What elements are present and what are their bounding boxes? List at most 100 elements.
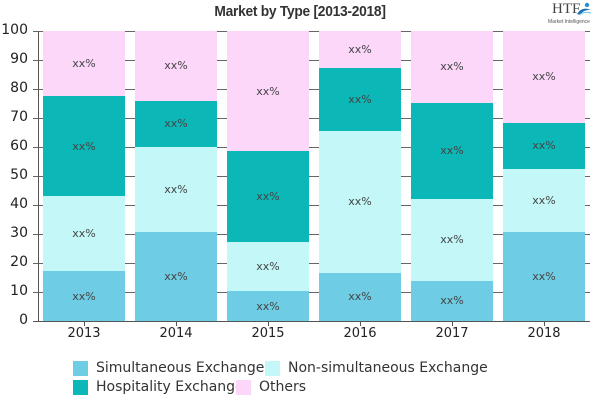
gridline xyxy=(33,234,590,235)
bar-segment-others[interactable]: xx% xyxy=(411,31,493,103)
gridline xyxy=(33,118,590,119)
bar-segment-non-simultaneous-exchange[interactable]: xx% xyxy=(319,131,401,273)
x-tick-label: 2013 xyxy=(67,326,101,341)
bar-segment-simultaneous-exchange[interactable]: xx% xyxy=(503,231,585,321)
data-label: xx% xyxy=(440,294,464,308)
data-label: xx% xyxy=(440,233,464,247)
data-label: xx% xyxy=(256,299,280,313)
bar-segment-hospitality-exchange[interactable]: xx% xyxy=(43,95,125,197)
legend-item-simultaneous[interactable]: Simultaneous Exchange xyxy=(73,360,264,376)
x-tick xyxy=(360,321,361,326)
y-tick-label: 50 xyxy=(10,167,28,183)
gridline xyxy=(33,31,590,32)
logo-subtitle: Market Intelligence xyxy=(548,19,590,25)
gridline xyxy=(33,292,590,293)
bar-2014[interactable]: xx% xx% xx% xx% xyxy=(135,31,217,321)
chart-title: Market by Type [2013-2018] xyxy=(214,3,386,20)
bar-segment-others[interactable]: xx% xyxy=(503,31,585,123)
data-label: xx% xyxy=(164,59,188,73)
data-label: xx% xyxy=(440,60,464,74)
bar-segment-non-simultaneous-exchange[interactable]: xx% xyxy=(135,147,217,232)
bar-segment-non-simultaneous-exchange[interactable]: xx% xyxy=(411,198,493,281)
bar-segment-simultaneous-exchange[interactable]: xx% xyxy=(411,280,493,321)
y-tick-label: 90 xyxy=(10,51,28,67)
bar-segment-hospitality-exchange[interactable]: xx% xyxy=(135,100,217,147)
x-tick xyxy=(452,321,453,326)
data-label: xx% xyxy=(348,195,372,209)
y-tick-label: 10 xyxy=(10,283,28,299)
legend-item-hospitality[interactable]: Hospitality Exchange xyxy=(73,379,244,395)
x-tick xyxy=(176,321,177,326)
data-label: xx% xyxy=(164,182,188,196)
x-tick-label: 2014 xyxy=(159,326,193,341)
gridline xyxy=(33,205,590,206)
data-label: xx% xyxy=(532,269,556,283)
legend-label: Others xyxy=(259,379,307,395)
bar-segment-non-simultaneous-exchange[interactable]: xx% xyxy=(503,169,585,232)
legend-swatch xyxy=(236,379,251,395)
y-tick-label: 70 xyxy=(10,109,28,125)
x-tick-label: 2018 xyxy=(527,326,561,341)
x-tick xyxy=(84,321,85,326)
bar-2018[interactable]: xx% xx% xx% xx% xyxy=(503,31,585,321)
bar-segment-hospitality-exchange[interactable]: xx% xyxy=(411,102,493,199)
data-label: xx% xyxy=(532,193,556,207)
bar-segment-simultaneous-exchange[interactable]: xx% xyxy=(227,291,309,321)
logo-text: HTF xyxy=(552,1,581,17)
data-label: xx% xyxy=(532,70,556,84)
bar-2013[interactable]: xx% xx% xx% xx% xyxy=(43,31,125,321)
bar-segment-hospitality-exchange[interactable]: xx% xyxy=(503,122,585,170)
bar-segment-others[interactable]: xx% xyxy=(319,31,401,69)
bar-segment-others[interactable]: xx% xyxy=(43,31,125,96)
data-label: xx% xyxy=(440,144,464,158)
gridline xyxy=(33,263,590,264)
data-label: xx% xyxy=(256,260,280,274)
legend-item-non-simultaneous[interactable]: Non-simultaneous Exchange xyxy=(265,360,488,376)
legend-label: Simultaneous Exchange xyxy=(96,360,265,376)
x-axis-line xyxy=(33,321,590,322)
bar-segment-others[interactable]: xx% xyxy=(227,31,309,152)
data-label: xx% xyxy=(72,227,96,241)
bar-2016[interactable]: xx% xx% xx% xx% xyxy=(319,31,401,321)
bar-segment-simultaneous-exchange[interactable]: xx% xyxy=(43,271,125,321)
logo-swoosh-icon xyxy=(577,2,592,16)
data-label: xx% xyxy=(348,93,372,107)
gridline xyxy=(33,176,590,177)
x-tick xyxy=(544,321,545,326)
data-label: xx% xyxy=(72,139,96,153)
bar-2015[interactable]: xx% xx% xx% xx% xyxy=(227,31,309,321)
x-tick-label: 2017 xyxy=(435,326,469,341)
bar-segment-hospitality-exchange[interactable]: xx% xyxy=(227,151,309,243)
y-tick-label: 0 xyxy=(19,312,28,328)
bar-segment-simultaneous-exchange[interactable]: xx% xyxy=(135,231,217,321)
legend-swatch xyxy=(73,379,88,395)
data-label: xx% xyxy=(256,84,280,98)
bar-segment-simultaneous-exchange[interactable]: xx% xyxy=(319,272,401,321)
htf-logo: HTF Market Intelligence xyxy=(548,1,600,29)
y-tick-label: 20 xyxy=(10,254,28,270)
y-tick-label: 80 xyxy=(10,80,28,96)
gridline xyxy=(33,147,590,148)
bar-segment-others[interactable]: xx% xyxy=(135,31,217,101)
data-label: xx% xyxy=(72,289,96,303)
gridline xyxy=(33,60,590,61)
legend-label: Non-simultaneous Exchange xyxy=(288,360,488,376)
data-label: xx% xyxy=(256,190,280,204)
y-tick-label: 100 xyxy=(1,22,28,38)
data-label: xx% xyxy=(72,56,96,70)
y-tick-label: 30 xyxy=(10,225,28,241)
y-tick-label: 60 xyxy=(10,138,28,154)
legend-swatch xyxy=(265,360,280,376)
data-label: xx% xyxy=(164,269,188,283)
bar-segment-non-simultaneous-exchange[interactable]: xx% xyxy=(43,196,125,272)
data-label: xx% xyxy=(532,139,556,153)
legend-label: Hospitality Exchange xyxy=(96,379,244,395)
bar-segment-non-simultaneous-exchange[interactable]: xx% xyxy=(227,242,309,292)
legend-item-others[interactable]: Others xyxy=(236,379,306,395)
bar-2017[interactable]: xx% xx% xx% xx% xyxy=(411,31,493,321)
x-tick-label: 2015 xyxy=(251,326,285,341)
data-label: xx% xyxy=(348,290,372,304)
data-label: xx% xyxy=(164,117,188,131)
y-axis-line xyxy=(38,31,39,322)
bar-segment-hospitality-exchange[interactable]: xx% xyxy=(319,68,401,132)
